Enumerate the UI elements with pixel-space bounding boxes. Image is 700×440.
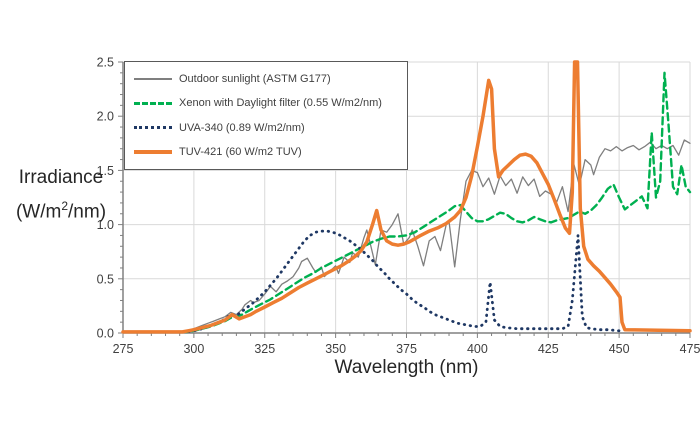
- legend-label: TUV-421 (60 W/m2 TUV): [179, 145, 302, 158]
- legend-item-xenon-daylight-filter: Xenon with Daylight filter (0.55 W/m2/nm…: [134, 97, 403, 109]
- y-tick-label: 2.0: [97, 110, 114, 124]
- outdoor-sunlight-curve: [122, 139, 691, 333]
- x-tick-label: 400: [467, 342, 488, 356]
- y-axis-title-line1: Irradiance: [18, 167, 104, 188]
- legend-item-uva-340: UVA-340 (0.89 W/m2/nm): [134, 122, 403, 134]
- y-tick-label: 0.5: [97, 272, 114, 286]
- legend-item-outdoor-sunlight: Outdoor sunlight (ASTM G177): [134, 73, 403, 85]
- x-tick-label: 300: [183, 342, 204, 356]
- legend-label: UVA-340 (0.89 W/m2/nm): [179, 121, 305, 134]
- legend-line-sample-outdoor-sunlight: [134, 78, 172, 81]
- tuv-421-curve: [121, 60, 692, 334]
- y-tick-label: 1.5: [97, 164, 114, 178]
- legend-item-tuv-421: TUV-421 (60 W/m2 TUV): [134, 146, 403, 158]
- xenon-daylight-filter-curve: [121, 71, 692, 334]
- x-tick-label: 350: [325, 342, 346, 356]
- y-axis-title: Irradiance (W/m2/nm): [2, 164, 120, 226]
- legend: Outdoor sunlight (ASTM G177) Xenon with …: [124, 61, 408, 170]
- x-tick-label: 325: [254, 342, 275, 356]
- y-tick-label: 1.0: [97, 218, 114, 232]
- uva-340-curve: [121, 229, 621, 334]
- x-tick-label: 425: [538, 342, 559, 356]
- x-tick-label: 375: [396, 342, 417, 356]
- x-tick-label: 450: [609, 342, 630, 356]
- x-axis-title: Wavelength (nm): [334, 357, 479, 378]
- x-tick-label: 475: [680, 342, 700, 356]
- legend-line-sample-uva-340: [134, 126, 172, 130]
- legend-label: Outdoor sunlight (ASTM G177): [179, 73, 331, 86]
- y-tick-label: 0.0: [97, 327, 114, 341]
- legend-line-sample-xenon-daylight-filter: [134, 101, 172, 105]
- legend-line-sample-tuv-421: [134, 149, 172, 154]
- y-axis-title-line2: (W/m2/nm): [15, 199, 107, 223]
- x-tick-label: 275: [113, 342, 134, 356]
- legend-label: Xenon with Daylight filter (0.55 W/m2/nm…: [179, 97, 382, 110]
- y-tick-label: 2.5: [97, 56, 114, 70]
